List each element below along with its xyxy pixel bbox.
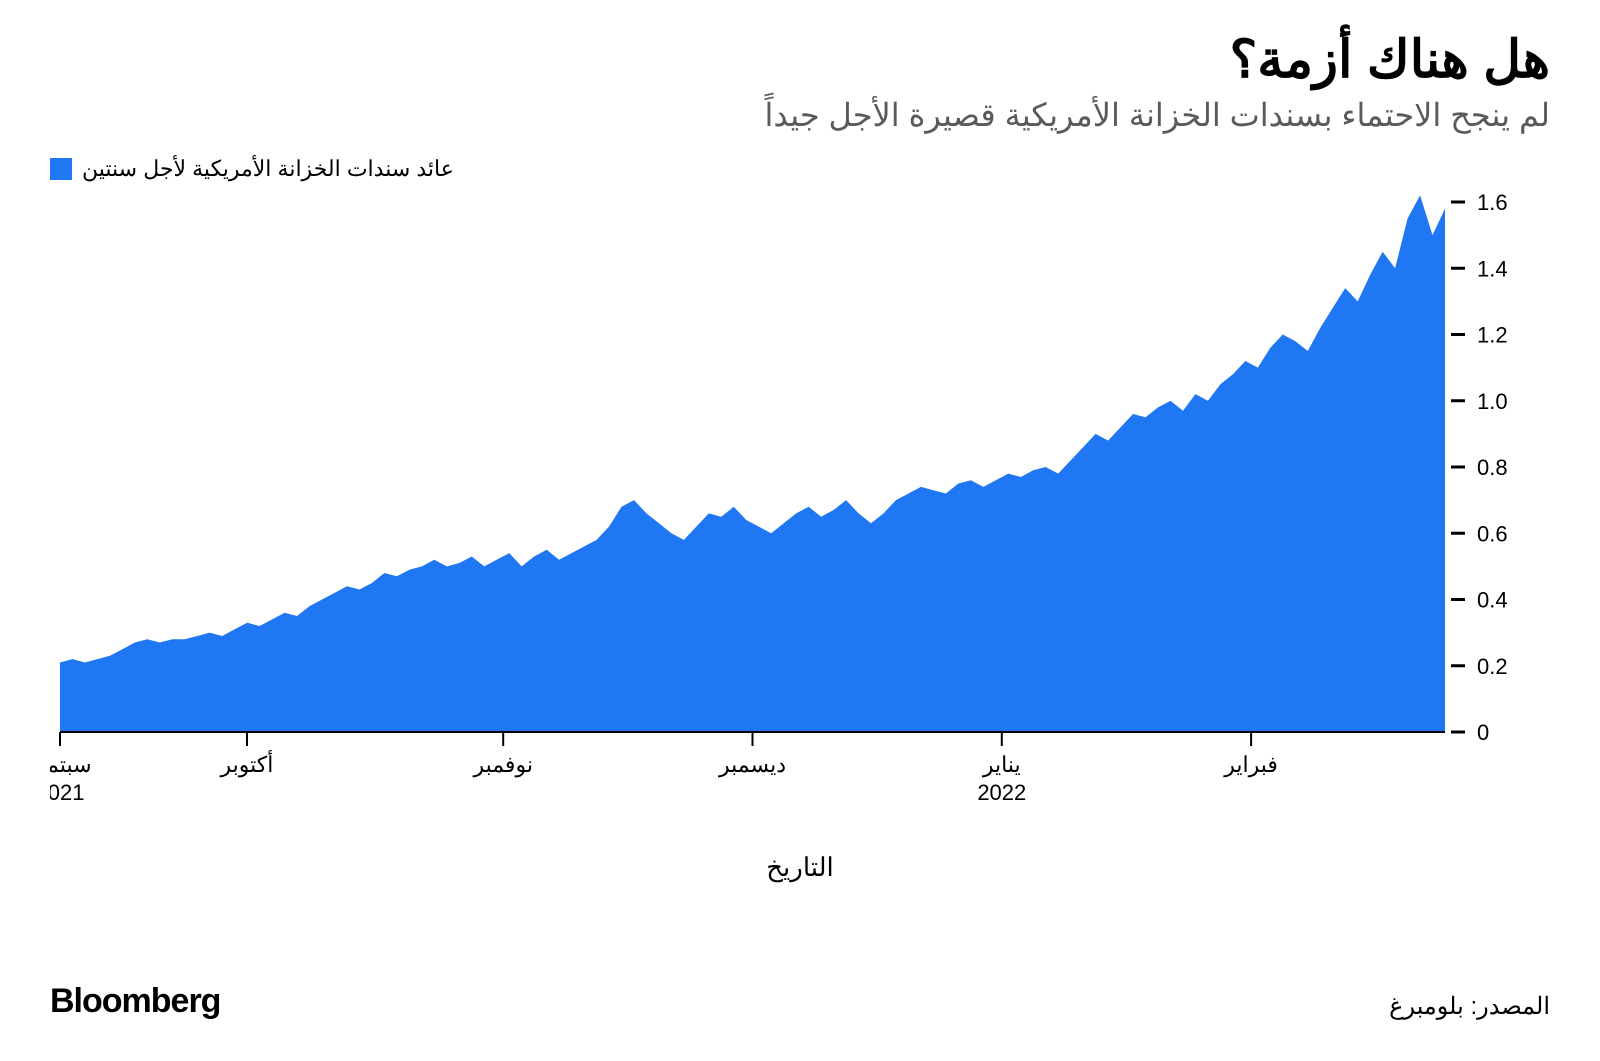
x-tick-label: ديسمبر (718, 752, 786, 778)
legend: عائد سندات الخزانة الأمريكية لأجل سنتين (50, 156, 1550, 182)
x-axis-title: التاريخ (50, 852, 1550, 883)
area-chart: 0 0.2 0.4 0.6 0.8 1.0 1.2 1.4 1.6 سبتمبر2021 أكتوب… (50, 192, 1550, 832)
y-tick-label: 0.8 (1477, 455, 1508, 480)
x-tick-label: فبراير (1223, 752, 1278, 778)
legend-swatch (50, 158, 72, 180)
y-tick-label: 1.0 (1477, 389, 1508, 414)
x-tick-label: أكتوبر (220, 749, 274, 778)
x-tick-label: نوفمبر (472, 752, 533, 778)
y-tick-label: 0.4 (1477, 588, 1508, 613)
legend-label: عائد سندات الخزانة الأمريكية لأجل سنتين (82, 156, 454, 182)
area-series (60, 195, 1445, 732)
brand-logo: Bloomberg (50, 982, 220, 1021)
y-tick-label: 0.2 (1477, 654, 1508, 679)
source-text: المصدر: بلومبرغ (1389, 992, 1550, 1021)
x-tick-sublabel: 2022 (977, 780, 1026, 805)
chart-svg: 0 0.2 0.4 0.6 0.8 1.0 1.2 1.4 1.6 سبتمبر2021 أكتوب… (50, 192, 1550, 832)
y-tick-label: 1.4 (1477, 256, 1508, 281)
chart-subtitle: لم ينجح الاحتماء بسندات الخزانة الأمريكي… (50, 96, 1550, 134)
chart-title: هل هناك أزمة؟ (50, 30, 1550, 90)
y-tick-label: 0 (1477, 720, 1489, 745)
y-tick-label: 1.2 (1477, 323, 1508, 348)
y-tick-label: 1.6 (1477, 192, 1508, 215)
y-tick-label: 0.6 (1477, 521, 1508, 546)
x-tick-sublabel: 2021 (50, 780, 84, 805)
x-tick-label: يناير (982, 752, 1021, 778)
x-tick-label: سبتمبر (50, 752, 92, 778)
